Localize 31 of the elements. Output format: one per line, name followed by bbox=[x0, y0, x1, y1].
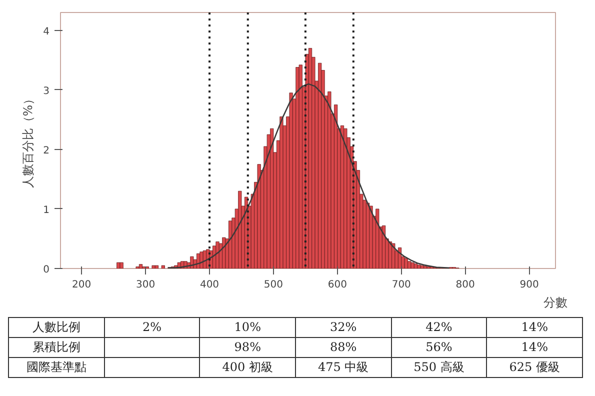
text: 625 優級 bbox=[486, 358, 582, 378]
y-tick-label: 4 bbox=[43, 26, 50, 38]
x-tick-label: 500 bbox=[264, 280, 284, 290]
text: 國際基準點 bbox=[8, 358, 104, 378]
text: 400 初級 bbox=[200, 358, 296, 378]
text: 32% bbox=[295, 318, 392, 338]
text: 2% bbox=[104, 318, 200, 338]
text: 10% bbox=[200, 318, 296, 338]
text: 累積比例 bbox=[8, 338, 104, 358]
text: 14% bbox=[486, 318, 582, 338]
x-tick-label: 200 bbox=[72, 280, 92, 290]
text: 550 高級 bbox=[391, 358, 487, 378]
x-tick-label: 400 bbox=[200, 280, 220, 290]
text: 56% bbox=[391, 338, 487, 358]
y-tick-label: 1 bbox=[43, 204, 50, 216]
text: 88% bbox=[295, 338, 392, 358]
text: 人數比例 bbox=[8, 318, 104, 338]
x-tick-label: 800 bbox=[456, 280, 475, 290]
text: 475 中級 bbox=[295, 358, 392, 378]
x-axis-title: 分數 bbox=[544, 296, 568, 310]
y-axis-title: 人數百分比（%） bbox=[21, 92, 36, 188]
x-tick-label: 300 bbox=[136, 280, 156, 290]
x-tick-label: 700 bbox=[392, 280, 411, 290]
text: 42% bbox=[391, 318, 487, 338]
x-tick-label: 900 bbox=[520, 280, 539, 290]
text: 14% bbox=[486, 338, 582, 358]
y-tick-label: 0 bbox=[43, 264, 50, 276]
text: 98% bbox=[200, 338, 296, 358]
y-tick-label: 2 bbox=[43, 145, 50, 156]
y-tick-label: 3 bbox=[43, 86, 50, 97]
x-tick-label: 600 bbox=[328, 280, 347, 290]
